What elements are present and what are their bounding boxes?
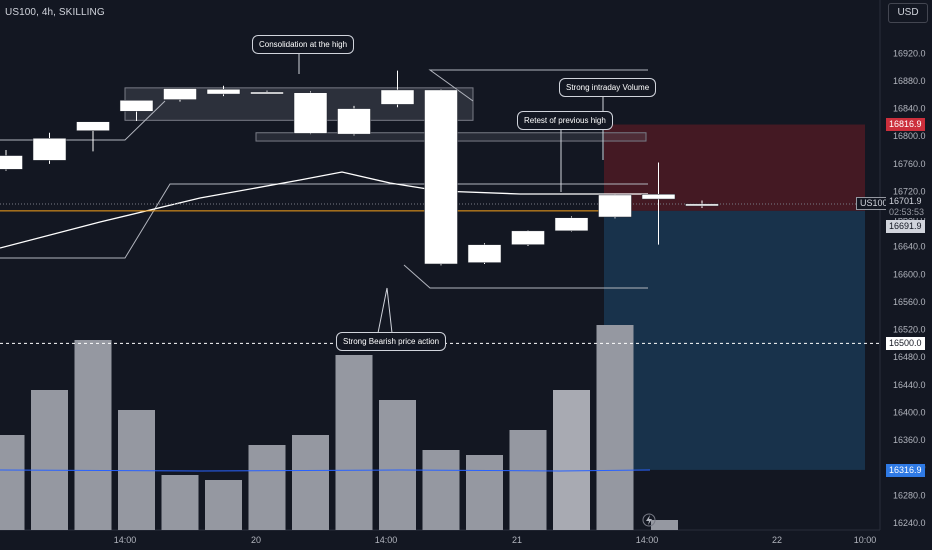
price-axis-label: 16680.0 <box>893 214 926 224</box>
volume-bar <box>161 475 199 530</box>
price-axis-label: 16280.0 <box>893 490 926 500</box>
volume-bar <box>466 455 503 530</box>
price-axis-label: 16880.0 <box>893 76 926 86</box>
candle-body[interactable] <box>337 108 371 135</box>
target-price-tag: 16316.9 <box>886 464 925 477</box>
candle-body[interactable] <box>293 92 328 134</box>
volume-bar <box>651 520 678 530</box>
callout-pointer <box>377 287 393 334</box>
price-axis-label: 16840.0 <box>893 104 926 114</box>
time-axis-label: 14:00 <box>114 535 137 545</box>
callout-intraday-volume[interactable]: Strong intraday Volume <box>559 78 657 97</box>
price-axis-label: 16640.0 <box>893 242 926 252</box>
candle-body[interactable] <box>119 100 154 112</box>
candle-body[interactable] <box>76 121 110 131</box>
trend-line-low[interactable] <box>403 264 648 289</box>
candle-body[interactable] <box>380 89 415 105</box>
lightning-icon[interactable] <box>642 513 656 527</box>
price-axis-label: 16360.0 <box>893 435 926 445</box>
lightning-icon <box>646 515 652 525</box>
trend-line-top[interactable] <box>428 69 648 102</box>
volume-bar <box>248 445 286 530</box>
callout-consolidation[interactable]: Consolidation at the high <box>252 35 355 54</box>
volume-bar <box>509 430 547 530</box>
candle-body[interactable] <box>467 244 502 263</box>
volume-bar <box>31 390 68 530</box>
price-axis-label: 16520.0 <box>893 325 926 335</box>
price-axis-label: 16760.0 <box>893 159 926 169</box>
volume-bar <box>596 325 634 530</box>
callout-bearish[interactable]: Strong Bearish price action <box>336 332 447 351</box>
price-axis-label: 16800.0 <box>893 131 926 141</box>
volume-bar <box>335 355 373 530</box>
price-axis-label: 16720.0 <box>893 186 926 196</box>
stop-price-tag: 16816.9 <box>886 118 925 131</box>
entry-price-tag: 16691.9 <box>886 220 925 233</box>
trend-line-mid[interactable] <box>0 183 648 259</box>
candle-body[interactable] <box>32 138 67 161</box>
candle-body[interactable] <box>424 89 458 265</box>
volume-bar <box>74 340 112 530</box>
volume-bar <box>205 480 242 530</box>
candle-body[interactable] <box>0 155 23 170</box>
symbol-title: US100, 4h, SKILLING <box>5 7 105 18</box>
volume-ma-line <box>0 469 651 472</box>
currency-button[interactable]: USD <box>888 3 928 23</box>
time-axis-label: 14:00 <box>636 535 659 545</box>
price-axis-label: 16920.0 <box>893 48 926 58</box>
candle-body[interactable] <box>641 193 676 200</box>
time-axis-label: 14:00 <box>375 535 398 545</box>
volume-bar <box>292 435 329 530</box>
price-axis-label: 16440.0 <box>893 380 926 390</box>
candle-body[interactable] <box>163 88 197 100</box>
time-axis-label: 22 <box>772 535 782 545</box>
price-axis-label: 16480.0 <box>893 352 926 362</box>
callout-retest[interactable]: Retest of previous high <box>517 111 613 130</box>
candle-body[interactable] <box>685 203 719 207</box>
price-axis-label: 16560.0 <box>893 297 926 307</box>
candle-body[interactable] <box>511 230 545 245</box>
time-axis-label: 21 <box>512 535 522 545</box>
candle-body[interactable] <box>554 217 589 232</box>
take-profit-zone[interactable] <box>604 210 865 470</box>
candle-body[interactable] <box>250 91 284 95</box>
price-axis-label: 16240.0 <box>893 518 926 528</box>
last-price-tag: 16701.9 <box>886 196 925 207</box>
volume-bar <box>118 410 155 530</box>
candle-body[interactable] <box>598 194 632 218</box>
countdown-tag: 02:53:53 <box>886 207 928 218</box>
level-price-tag: 16500.0 <box>886 337 925 350</box>
time-axis-label: 20 <box>251 535 261 545</box>
candle-body[interactable] <box>206 88 241 95</box>
time-axis-label: 10:00 <box>854 535 877 545</box>
price-axis-label: 16400.0 <box>893 407 926 417</box>
volume-bar <box>422 450 460 530</box>
volume-bar <box>553 390 590 530</box>
price-axis-label: 16600.0 <box>893 269 926 279</box>
volume-bar <box>379 400 416 530</box>
volume-bar <box>0 435 25 530</box>
moving-average-line <box>0 171 648 249</box>
